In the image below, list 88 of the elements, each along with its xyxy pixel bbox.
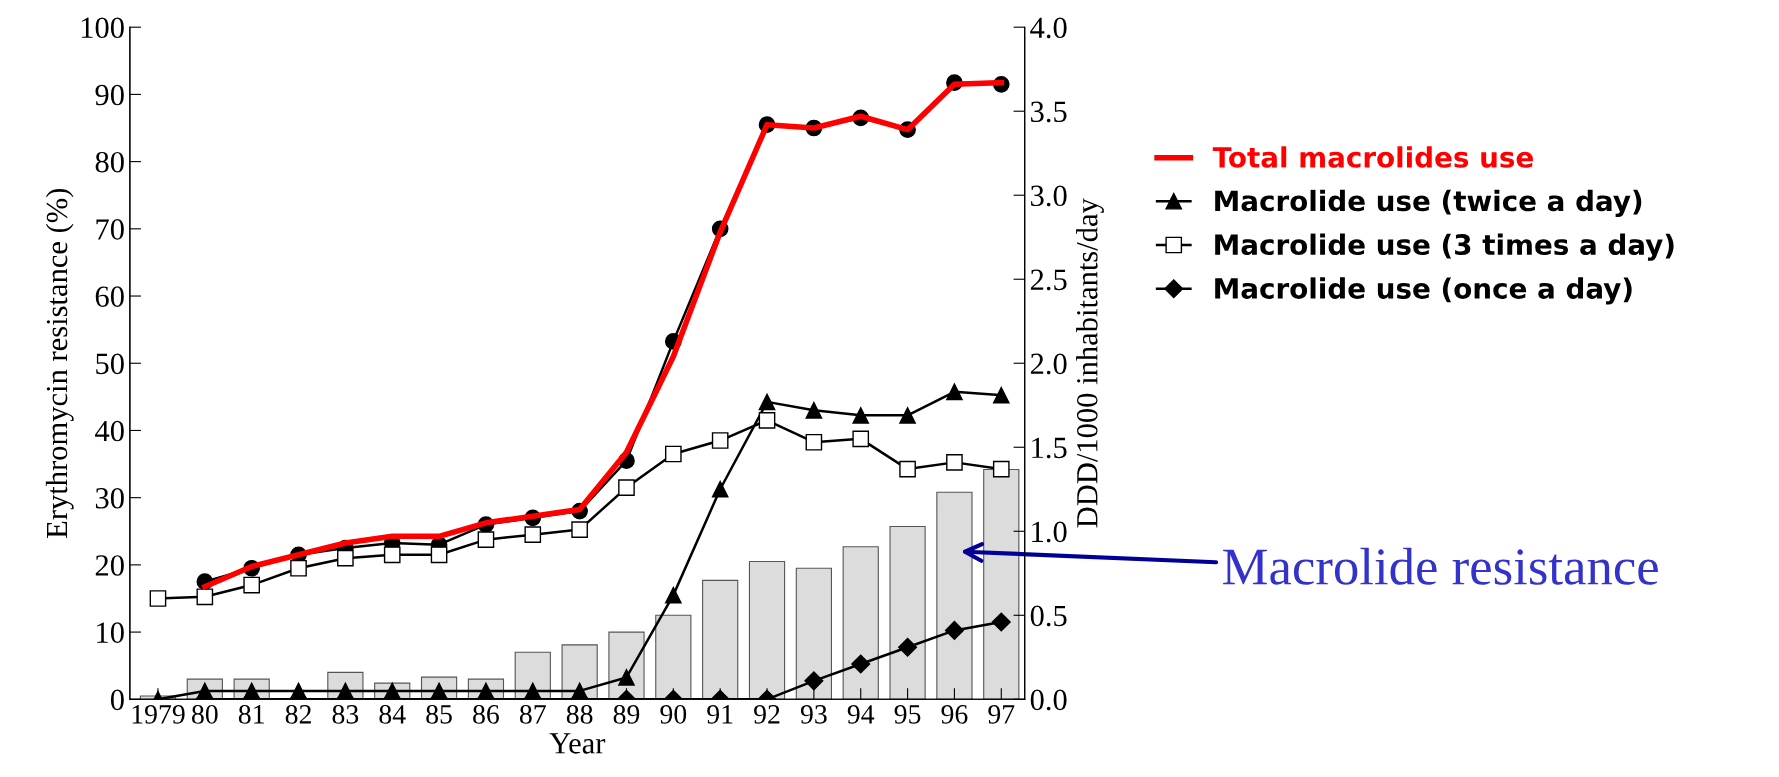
x-tick-label: 97	[988, 705, 1015, 724]
point	[992, 386, 1010, 404]
point	[758, 393, 776, 411]
x-tick-label: 85	[426, 704, 452, 724]
y2-tick-label: 3.5	[1031, 101, 1067, 123]
y2-tick-label: 3.0	[1031, 185, 1067, 207]
point	[804, 671, 824, 691]
point	[196, 588, 214, 606]
point	[946, 383, 963, 401]
legend-label: Macrolide use (twice a day)	[1215, 189, 1642, 217]
point	[664, 586, 682, 604]
y-tick-label: 0	[110, 689, 124, 711]
y2-tick-label: 2.0	[1030, 353, 1067, 375]
y-axis-title: Erythromycin resistance (%)	[45, 188, 74, 538]
point	[477, 531, 495, 549]
x-tick-label: 93	[800, 705, 827, 724]
bar	[795, 567, 833, 700]
x-tick-label: 89	[613, 704, 640, 724]
y2-tick-label: 1.0	[1032, 521, 1067, 543]
point	[805, 433, 823, 451]
point	[946, 454, 963, 471]
point	[618, 479, 635, 496]
point	[898, 637, 918, 657]
point	[337, 549, 354, 567]
point	[430, 546, 448, 564]
bar	[983, 468, 1020, 700]
y2-tick-label: 0.5	[1030, 605, 1067, 627]
point	[899, 460, 916, 478]
legend-label: Macrolide use (3 times a day)	[1215, 233, 1674, 261]
point	[711, 480, 729, 498]
y-tick-label: 60	[95, 286, 124, 307]
point	[805, 401, 823, 419]
y-tick-label: 30	[95, 487, 124, 509]
y-tick-label: 20	[95, 555, 124, 576]
legend-label: Total macrolides use	[1212, 146, 1533, 168]
point	[852, 407, 870, 424]
point	[571, 521, 588, 538]
y-tick-label: 70	[96, 219, 124, 240]
point	[524, 526, 542, 543]
point	[664, 445, 682, 463]
y2-axis-title: DDD/1000 inhabitants/day	[1076, 198, 1104, 528]
y-tick-label: 90	[95, 84, 124, 106]
y2-tick-label: 2.5	[1030, 269, 1067, 291]
bar	[936, 491, 973, 700]
x-tick-label: 86	[473, 704, 499, 724]
x-tick-label: 96	[941, 705, 968, 724]
x-tick-label: 87	[519, 704, 546, 724]
x-tick-label: 94	[847, 705, 875, 724]
y-tick-label: 80	[95, 151, 124, 173]
x-tick-label: 82	[285, 704, 311, 724]
x-tick-label: 84	[379, 704, 406, 724]
x-tick-label: 90	[660, 704, 687, 724]
bar	[842, 546, 879, 700]
y-tick-label: 10	[97, 622, 124, 643]
point	[618, 669, 635, 686]
point	[852, 430, 870, 448]
x-tick-label: 92	[754, 705, 780, 724]
y2-tick-label: 0.0	[1030, 689, 1067, 711]
point	[944, 620, 964, 640]
point	[711, 432, 729, 449]
point	[851, 654, 871, 674]
x-axis-title: Year	[549, 733, 606, 754]
point	[992, 460, 1010, 478]
point	[290, 559, 307, 577]
x-tick-label: 83	[332, 704, 359, 724]
x-tick-label: 1979	[132, 705, 185, 724]
bar	[655, 614, 692, 700]
bar	[889, 526, 926, 700]
x-tick-label: 81	[238, 704, 264, 724]
point	[149, 590, 167, 607]
point	[383, 546, 401, 564]
x-tick-label: 88	[566, 704, 593, 724]
y-tick-label: 100	[81, 17, 124, 39]
x-tick-label: 91	[707, 705, 733, 724]
bar	[748, 560, 786, 700]
y2-tick-label: 1.5	[1032, 437, 1067, 459]
point	[899, 407, 916, 424]
point	[243, 576, 261, 594]
point	[991, 612, 1011, 632]
y2-tick-label: 4.0	[1030, 17, 1067, 39]
x-tick-label: 95	[894, 705, 921, 724]
text: Macrolide resistance	[1223, 547, 1658, 585]
x-tick-label: 80	[192, 704, 218, 724]
point	[758, 412, 776, 429]
bar	[702, 579, 739, 700]
legend-label: Macrolide use (once a day)	[1215, 277, 1632, 305]
y-tick-label: 50	[96, 353, 124, 375]
y-tick-label: 40	[95, 420, 124, 442]
